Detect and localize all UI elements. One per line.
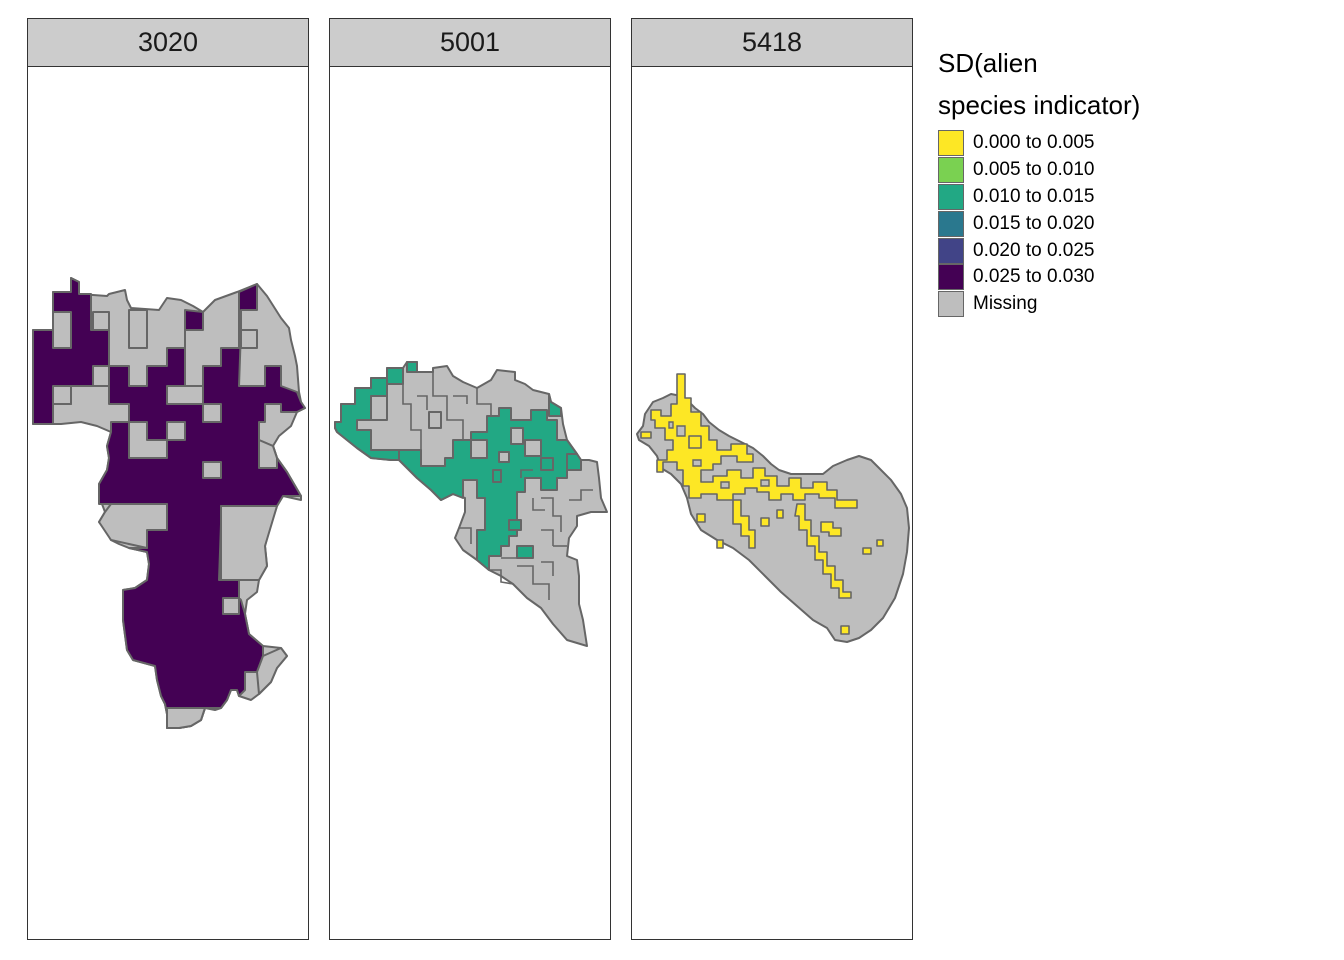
legend: SD(alien species indicator) 0.000 to 0.0…	[938, 42, 1198, 318]
legend-item: 0.005 to 0.010	[938, 157, 1198, 184]
legend-label: 0.025 to 0.030	[973, 266, 1095, 288]
map-5001	[334, 361, 608, 647]
legend-swatch	[938, 237, 964, 264]
legend-item: Missing	[938, 291, 1198, 318]
facet-panel-5418: 5418	[631, 18, 913, 940]
map-3020	[32, 277, 306, 729]
region-internal-borders-5001	[402, 372, 593, 600]
legend-item: 0.015 to 0.020	[938, 210, 1198, 237]
legend-title: SD(alien species indicator)	[938, 42, 1198, 126]
legend-label: 0.020 to 0.025	[973, 239, 1095, 261]
legend-label: 0.005 to 0.010	[973, 159, 1095, 181]
facet-panel-5001: 5001	[329, 18, 611, 940]
legend-label: 0.010 to 0.015	[973, 185, 1095, 207]
legend-label: Missing	[973, 293, 1038, 315]
legend-swatch	[938, 157, 964, 184]
region-missing-holes-5001	[370, 395, 542, 463]
facet-strip-label: 3020	[28, 19, 308, 67]
legend-swatch	[938, 210, 964, 237]
legend-label: 0.000 to 0.005	[973, 132, 1095, 154]
region-missing-holes-5418	[668, 421, 770, 489]
legend-swatch	[938, 130, 964, 157]
legend-label: 0.015 to 0.020	[973, 212, 1095, 234]
legend-swatch	[938, 264, 964, 291]
region-cells-5418	[640, 373, 884, 635]
facet-panel-3020: 3020	[27, 18, 309, 940]
legend-swatch	[938, 183, 964, 210]
facet-strip-label: 5001	[330, 19, 610, 67]
legend-item: 0.010 to 0.015	[938, 183, 1198, 211]
legend-item: 0.020 to 0.025	[938, 237, 1198, 264]
legend-item: 0.025 to 0.030	[938, 264, 1198, 291]
legend-item: 0.000 to 0.005	[938, 130, 1198, 157]
facet-strip-label: 5418	[632, 19, 912, 67]
legend-title-line-1: SD(alien	[938, 48, 1038, 78]
legend-items: 0.000 to 0.005 0.005 to 0.010 0.010 to 0…	[938, 130, 1198, 318]
region-missing-holes-3020	[52, 309, 288, 729]
legend-title-line-2: species indicator)	[938, 90, 1141, 120]
map-5418	[636, 373, 910, 643]
legend-swatch	[938, 291, 964, 318]
